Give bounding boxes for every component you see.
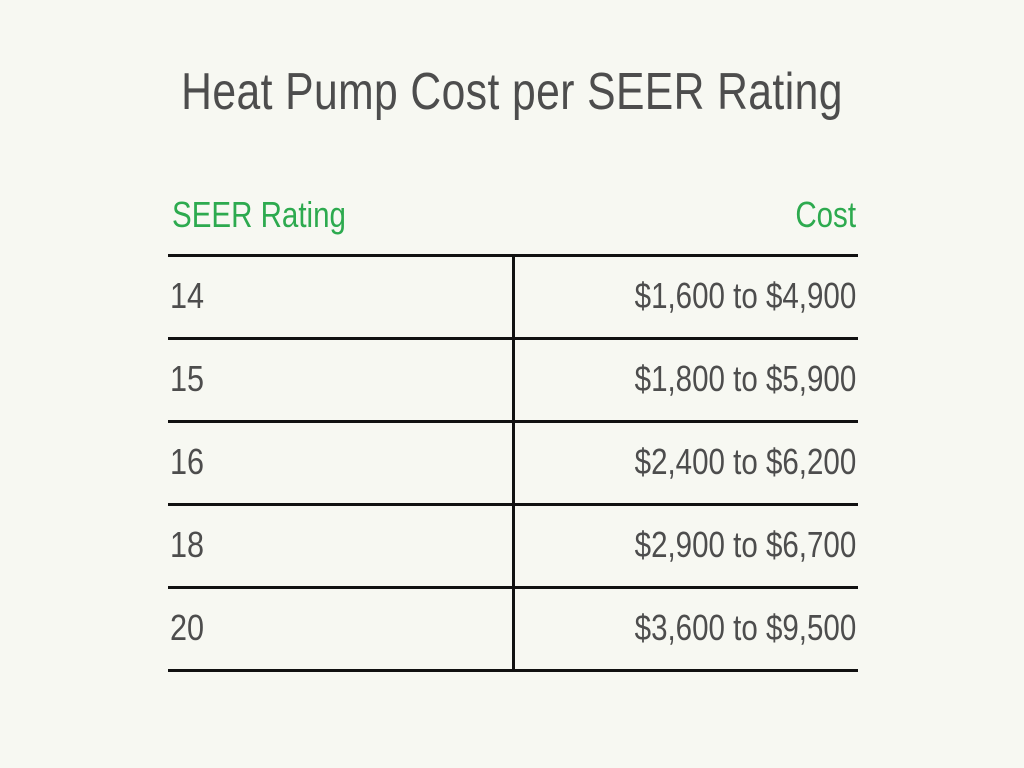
seer-rating-cell: 18 <box>170 524 205 565</box>
seer-rating-cell: 16 <box>170 441 205 482</box>
table-row: 16 $2,400 to $6,200 <box>168 420 858 506</box>
column-divider <box>512 257 515 340</box>
column-header-cost: Cost <box>795 194 856 235</box>
seer-rating-cell: 15 <box>170 358 205 399</box>
table-row: 18 $2,900 to $6,700 <box>168 503 858 589</box>
column-divider <box>512 340 515 423</box>
cost-cell: $1,600 to $4,900 <box>634 275 856 316</box>
table-row: 20 $3,600 to $9,500 <box>168 586 858 672</box>
cost-table: SEER Rating Cost 14 $1,600 to $4,900 15 … <box>168 190 858 672</box>
table-row: 15 $1,800 to $5,900 <box>168 337 858 423</box>
column-header-seer-rating: SEER Rating <box>172 194 346 235</box>
column-divider <box>512 423 515 506</box>
seer-rating-cell: 20 <box>170 607 205 648</box>
seer-rating-cell: 14 <box>170 275 205 316</box>
table-header: SEER Rating Cost <box>168 190 858 254</box>
table-row: 14 $1,600 to $4,900 <box>168 254 858 340</box>
column-divider <box>512 589 515 672</box>
chart-title: Heat Pump Cost per SEER Rating <box>181 63 843 121</box>
cost-cell: $1,800 to $5,900 <box>634 358 856 399</box>
column-divider <box>512 506 515 589</box>
cost-cell: $2,900 to $6,700 <box>634 524 856 565</box>
cost-cell: $3,600 to $9,500 <box>634 607 856 648</box>
cost-cell: $2,400 to $6,200 <box>634 441 856 482</box>
